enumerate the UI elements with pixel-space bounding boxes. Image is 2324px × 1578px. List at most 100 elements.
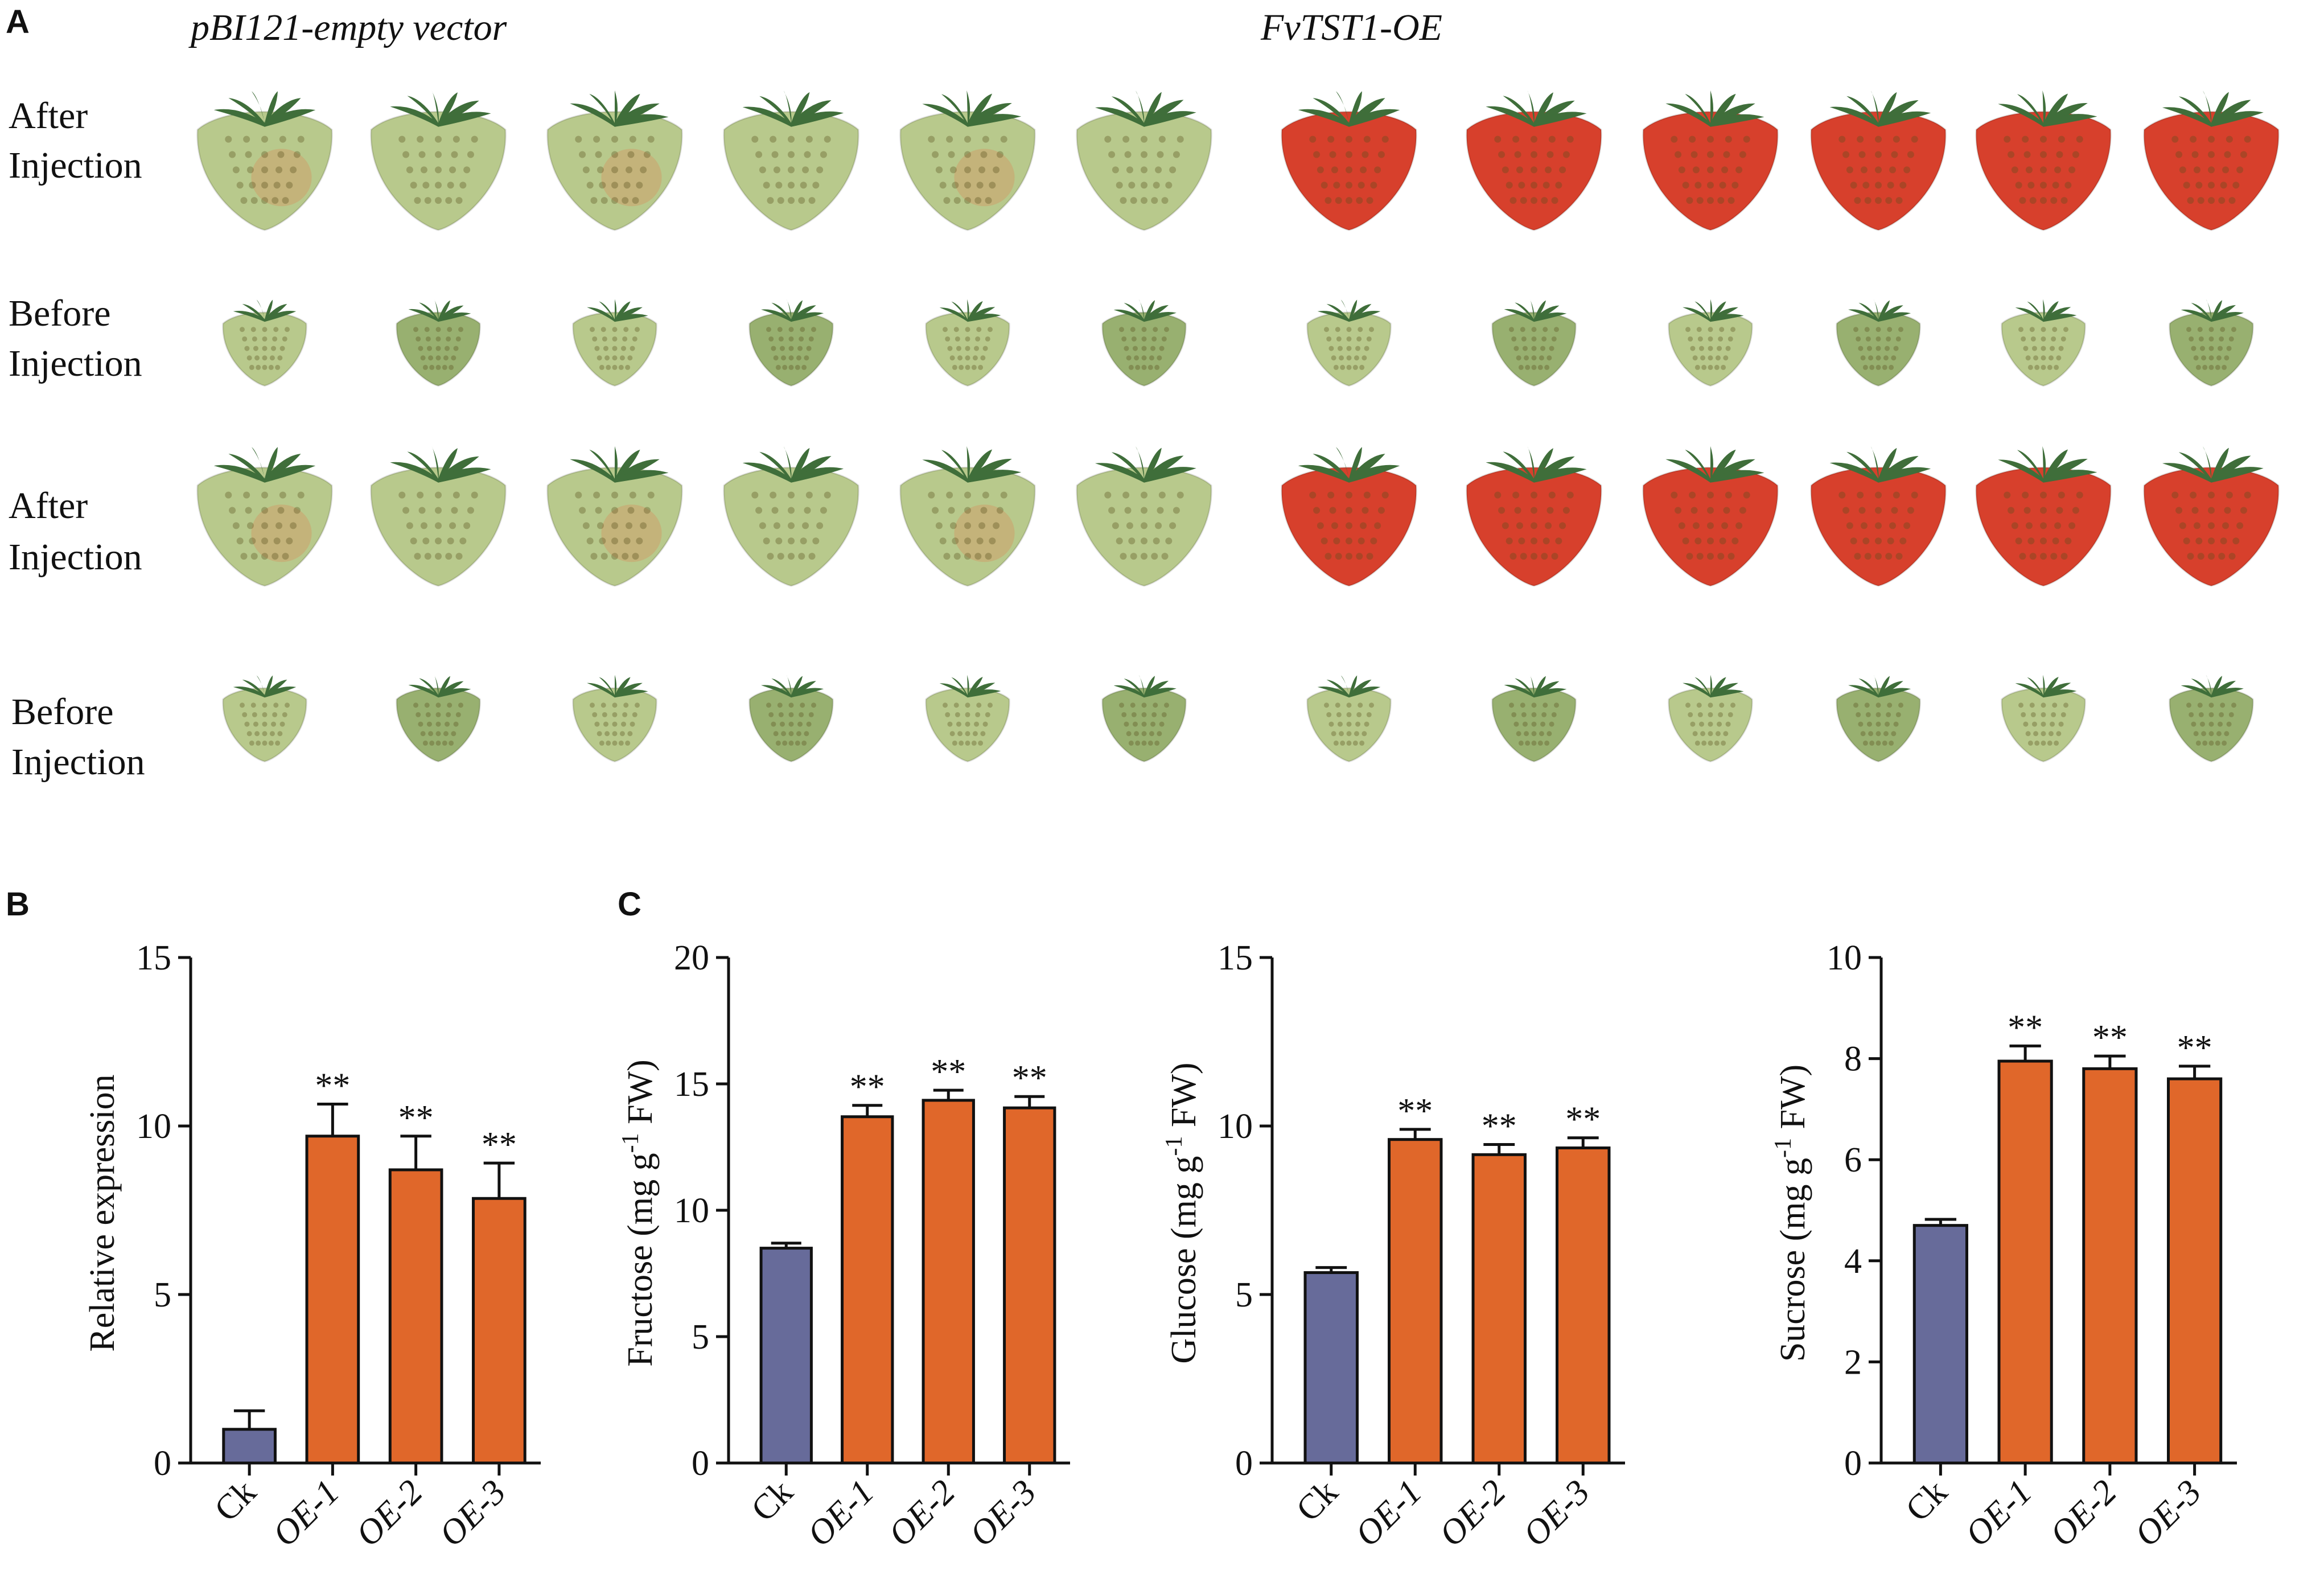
seed [2216, 731, 2222, 737]
seed [2040, 135, 2047, 143]
seed [612, 355, 618, 361]
seed [2228, 197, 2236, 204]
seed [449, 364, 454, 370]
bar-OE-2 [2082, 1067, 2138, 1465]
seed [612, 731, 618, 737]
seed [2208, 346, 2214, 351]
seed [435, 702, 441, 708]
strawberry-photo [396, 675, 481, 763]
bar-OE-2 [1471, 1153, 1527, 1465]
seed [1369, 327, 1374, 332]
seed [447, 537, 454, 545]
seed [788, 346, 794, 351]
seed [798, 197, 805, 204]
seed [2175, 507, 2183, 514]
strawberry-body [1101, 311, 1187, 387]
y-tick-label: 5 [692, 1318, 709, 1357]
seed [788, 507, 795, 514]
seed [964, 491, 971, 499]
seed [2004, 135, 2011, 143]
seed [277, 507, 285, 514]
seed [626, 522, 633, 529]
seed [1548, 491, 1556, 499]
seed [2021, 336, 2026, 342]
sepal-leaf [1349, 109, 1400, 127]
seed [1531, 721, 1537, 727]
seed [2054, 522, 2062, 529]
y-tick-label: 0 [154, 1444, 171, 1483]
seed [1324, 702, 1329, 708]
panel-letter-a: A [6, 3, 30, 40]
sepal-leaf [615, 114, 669, 127]
seed [420, 731, 426, 737]
seed [435, 522, 442, 529]
sepal-leaf [968, 689, 1001, 698]
x-category-label: OE-3 [2127, 1473, 2208, 1554]
seed [955, 336, 960, 342]
seed [1531, 346, 1537, 351]
seed [2193, 355, 2199, 361]
seed [1727, 553, 1735, 560]
seed [1155, 522, 1162, 529]
seed [618, 740, 624, 746]
seed [1124, 346, 1129, 351]
strawberry-photo [2001, 299, 2086, 387]
seed [435, 740, 441, 746]
seed [597, 166, 604, 174]
seed [1150, 721, 1156, 727]
seed [1331, 522, 1338, 529]
seed [2175, 151, 2183, 158]
seed [1359, 740, 1365, 746]
seed [277, 151, 285, 158]
seed [1346, 712, 1352, 717]
seed [627, 731, 633, 737]
seed [232, 166, 240, 174]
row-label-1-line-2: Injection [9, 145, 142, 186]
seed [647, 135, 655, 143]
seed [1727, 336, 1733, 342]
sepal-leaf [408, 684, 438, 698]
seed [1339, 355, 1344, 361]
seed [229, 151, 236, 158]
sepal-leaf [438, 688, 471, 698]
seed [1309, 135, 1317, 143]
seed [976, 537, 984, 545]
seed [1875, 364, 1881, 370]
seed [782, 364, 788, 370]
strawberry-body [1642, 110, 1779, 231]
seed [1327, 135, 1335, 143]
seed [1875, 327, 1881, 332]
seed [1164, 702, 1169, 708]
seed [1864, 197, 1871, 204]
seed [273, 702, 279, 708]
sepal-leaf [1878, 111, 1931, 127]
x-category-label: OE-1 [1958, 1473, 2039, 1554]
seed [612, 712, 618, 717]
seed [603, 346, 608, 351]
seed [463, 522, 471, 529]
sepal-leaf [2203, 446, 2212, 483]
seed [413, 327, 418, 332]
seed [935, 166, 943, 174]
strawberry-body [899, 466, 1036, 587]
seed [273, 182, 281, 189]
ripening-blush [251, 504, 312, 562]
sepal-leaf [1534, 312, 1567, 322]
seed [943, 702, 948, 708]
seed [1715, 731, 1721, 737]
x-category-label: Ck [1898, 1473, 1955, 1529]
seed [1525, 740, 1531, 746]
seed [2008, 507, 2015, 514]
seed [422, 364, 428, 370]
seed [286, 182, 293, 189]
seed [1509, 553, 1517, 560]
seed [1317, 522, 1324, 529]
seed [612, 327, 618, 332]
sepal-leaf [761, 685, 791, 698]
seed [1141, 182, 1147, 189]
seed [1321, 537, 1328, 545]
seed [447, 182, 454, 189]
seed [410, 537, 417, 545]
seed [595, 507, 602, 514]
